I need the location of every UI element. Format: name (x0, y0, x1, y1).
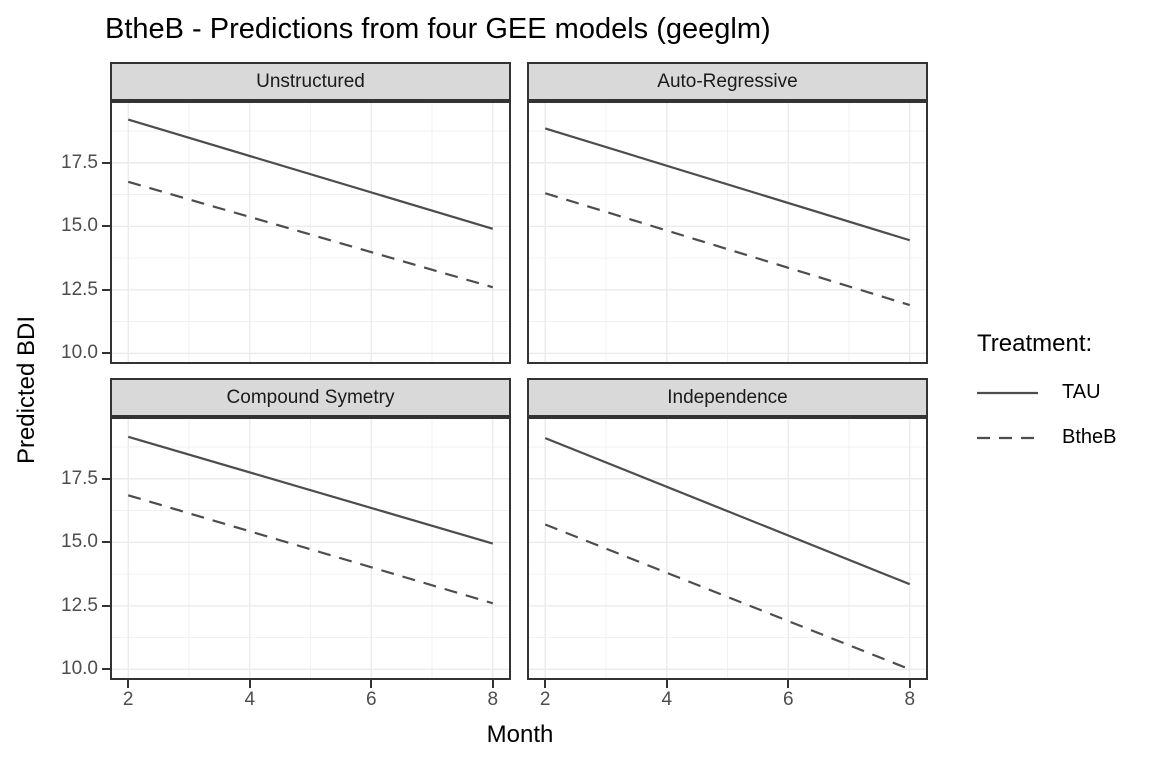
facet-strip-label: Independence (667, 386, 788, 408)
plot-title: BtheB - Predictions from four GEE models… (105, 13, 771, 45)
series-line-btheb (127, 180, 494, 289)
panel-border (110, 417, 511, 680)
x-tick-mark (248, 680, 251, 688)
y-tick-label: 10.0 (61, 342, 98, 364)
x-tick-mark (370, 680, 373, 688)
y-tick-label: 15.0 (61, 215, 98, 237)
x-tick-label: 8 (904, 689, 916, 710)
panel-border (527, 417, 928, 680)
y-tick-label: 17.5 (61, 467, 98, 489)
y-tick-label: 17.5 (61, 151, 98, 173)
panel-border (527, 101, 928, 364)
y-tick-label: 12.5 (61, 278, 98, 300)
facet-panel-canvas (527, 417, 928, 680)
y-tick-mark (102, 161, 110, 164)
x-tick-label: 2 (539, 689, 551, 710)
x-axis-title: Month (486, 721, 554, 748)
x-tick-label: 6 (782, 689, 794, 710)
facet-strip-label: Unstructured (256, 70, 365, 92)
x-tick-mark (544, 680, 547, 688)
x-tick-label: 4 (661, 689, 673, 710)
y-tick-label: 12.5 (61, 594, 98, 616)
x-tick-label: 4 (244, 689, 256, 710)
legend-items: TAU BtheB (977, 370, 1147, 460)
y-tick-mark (102, 668, 110, 671)
facet-panel (527, 101, 928, 364)
y-tick-mark (102, 477, 110, 480)
x-tick-mark (665, 680, 668, 688)
facet-panel-canvas (110, 417, 511, 680)
y-tick-label: 15.0 (61, 531, 98, 553)
y-axis-title: Predicted BDI (13, 315, 40, 465)
facet-panel (527, 417, 928, 680)
x-tick-label: 6 (365, 689, 377, 710)
facet-panel-canvas (110, 101, 511, 364)
legend-key (977, 436, 1038, 439)
x-tick-mark (787, 680, 790, 688)
facet-panel (110, 101, 511, 364)
x-tick-mark (491, 680, 494, 688)
legend-title: Treatment: (977, 330, 1093, 357)
facet-strip-label: Compound Symetry (226, 386, 395, 408)
facet-strip: Independence (527, 378, 928, 417)
panel-border (110, 101, 511, 364)
y-tick-label: 10.0 (61, 658, 98, 680)
y-tick-mark (102, 288, 110, 291)
y-tick-mark (102, 225, 110, 228)
legend: Treatment: TAU BtheB (977, 330, 1147, 460)
x-tick-mark (127, 680, 130, 688)
x-tick-mark (908, 680, 911, 688)
legend-item-label: BtheB (1062, 426, 1117, 448)
series-line-btheb (127, 494, 494, 605)
facet-panel-canvas (527, 101, 928, 364)
facet-strip-label: Auto-Regressive (657, 70, 798, 92)
x-tick-label: 8 (487, 689, 499, 710)
legend-item: BtheB (977, 415, 1147, 460)
series-line-tau (127, 118, 494, 230)
series-line-tau (544, 127, 911, 242)
y-tick-mark (102, 604, 110, 607)
series-line-tau (127, 435, 494, 545)
y-tick-mark (102, 352, 110, 355)
legend-key (977, 391, 1038, 394)
y-tick-mark (102, 541, 110, 544)
facet-panel (110, 417, 511, 680)
legend-item-label: TAU (1062, 381, 1101, 403)
x-tick-label: 2 (122, 689, 134, 710)
facet-strip: Auto-Regressive (527, 62, 928, 101)
facet-strip: Compound Symetry (110, 378, 511, 417)
series-line-tau (544, 437, 911, 586)
facet-strip: Unstructured (110, 62, 511, 101)
legend-item: TAU (977, 370, 1147, 415)
series-line-btheb (544, 192, 911, 307)
